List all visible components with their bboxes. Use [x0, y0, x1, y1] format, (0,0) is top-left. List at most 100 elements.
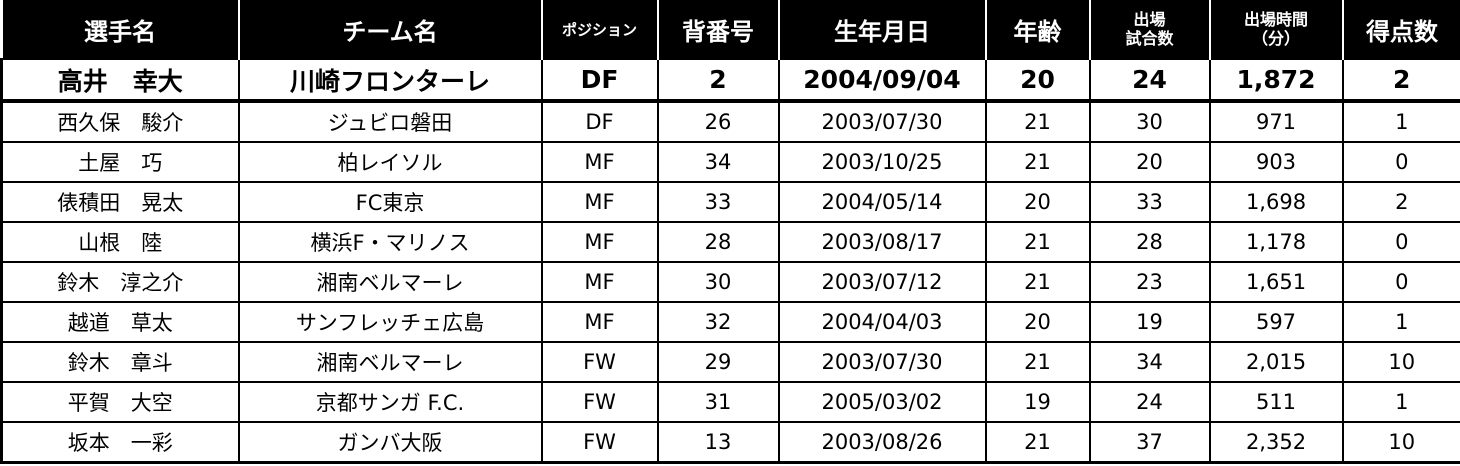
cell-shirt-number: 30	[656, 261, 780, 303]
cell-age: 20	[984, 301, 1091, 343]
cell-team-name: 柏レイソル	[237, 141, 543, 183]
column-header-minutes-played: 出場時間 （分）	[1208, 0, 1344, 59]
cell-team-name: ジュビロ磐田	[237, 100, 543, 143]
cell-minutes-played: 1,651	[1208, 261, 1344, 303]
table-row: 越道 草太 サンフレッチェ広島 MF 32 2004/04/03 20 19 597 1	[0, 301, 1460, 343]
cell-position: DF	[540, 100, 659, 143]
cell-shirt-number: 32	[656, 301, 780, 343]
cell-player-name: 越道 草太	[0, 301, 240, 343]
column-header-appearances: 出場 試合数	[1088, 0, 1211, 59]
cell-appearances: 30	[1088, 100, 1211, 143]
cell-goals: 10	[1341, 421, 1460, 464]
cell-shirt-number: 26	[656, 100, 780, 143]
table-row: 鈴木 淳之介 湘南ベルマーレ MF 30 2003/07/12 21 23 1,651 0	[0, 261, 1460, 303]
cell-minutes-played: 511	[1208, 381, 1344, 423]
cell-player-name: 土屋 巧	[0, 141, 240, 183]
table-row: 俵積田 晃太 FC東京 MF 33 2004/05/14 20 33 1,698 2	[0, 181, 1460, 223]
cell-appearances: 24	[1088, 58, 1211, 103]
cell-player-name: 西久保 駿介	[0, 100, 240, 143]
cell-age: 21	[984, 261, 1091, 303]
cell-minutes-played: 1,698	[1208, 181, 1344, 223]
cell-position: MF	[540, 181, 659, 223]
cell-birth-date: 2004/05/14	[777, 181, 987, 223]
table-row: 山根 陸横浜F・マリノス MF 28 2003/08/17 21 28 1,178 0	[0, 221, 1460, 263]
cell-goals: 1	[1341, 100, 1460, 143]
cell-birth-date: 2003/08/17	[777, 221, 987, 263]
cell-minutes-played: 903	[1208, 141, 1344, 183]
cell-team-name: 京都サンガ F.C.	[237, 381, 543, 423]
cell-appearances: 20	[1088, 141, 1211, 183]
cell-player-name: 俵積田 晃太	[0, 181, 240, 223]
cell-age: 21	[984, 221, 1091, 263]
cell-age: 21	[984, 341, 1091, 383]
cell-shirt-number: 31	[656, 381, 780, 423]
cell-shirt-number: 2	[656, 58, 780, 103]
cell-age: 19	[984, 381, 1091, 423]
cell-minutes-played: 597	[1208, 301, 1344, 343]
column-header-birth-date: 生年月日	[777, 0, 987, 59]
cell-team-name: 横浜F・マリノス	[237, 221, 543, 263]
table-row: 西久保 駿介 ジュビロ磐田 DF 26 2003/07/30 21 30 971 1	[0, 100, 1460, 143]
column-header-age: 年齢	[984, 0, 1091, 59]
cell-minutes-played: 1,872	[1208, 58, 1344, 103]
cell-goals: 2	[1341, 58, 1460, 103]
column-header-team-name: チーム名	[237, 0, 543, 59]
cell-age: 21	[984, 421, 1091, 464]
table-row: 高井 幸大 川崎フロンターレ DF 2 2004/09/04 20 24 1,872 2	[0, 58, 1460, 103]
cell-birth-date: 2003/07/12	[777, 261, 987, 303]
cell-birth-date: 2004/09/04	[777, 58, 987, 103]
cell-minutes-played: 1,178	[1208, 221, 1344, 263]
column-header-position: ポジション	[540, 0, 659, 59]
cell-birth-date: 2003/07/30	[777, 100, 987, 143]
cell-age: 20	[984, 181, 1091, 223]
cell-appearances: 23	[1088, 261, 1211, 303]
cell-team-name: ガンバ大阪	[237, 421, 543, 464]
cell-team-name: 湘南ベルマーレ	[237, 341, 543, 383]
cell-shirt-number: 13	[656, 421, 780, 464]
table-row: 坂本 一彩 ガンバ大阪 FW 13 2003/08/26 21 37 2,352 10	[0, 421, 1460, 464]
cell-position: MF	[540, 301, 659, 343]
cell-position: FW	[540, 381, 659, 423]
cell-birth-date: 2003/10/25	[777, 141, 987, 183]
cell-birth-date: 2003/08/26	[777, 421, 987, 464]
cell-shirt-number: 28	[656, 221, 780, 263]
cell-goals: 2	[1341, 181, 1460, 223]
column-header-shirt-number: 背番号	[656, 0, 780, 59]
cell-appearances: 34	[1088, 341, 1211, 383]
cell-position: FW	[540, 421, 659, 464]
cell-appearances: 37	[1088, 421, 1211, 464]
cell-position: FW	[540, 341, 659, 383]
cell-minutes-played: 2,015	[1208, 341, 1344, 383]
table-row: 土屋 巧柏レイソル MF 34 2003/10/25 21 20 903 0	[0, 141, 1460, 183]
column-header-goals: 得点数	[1341, 0, 1460, 59]
cell-goals: 1	[1341, 301, 1460, 343]
cell-player-name: 鈴木 章斗	[0, 341, 240, 383]
cell-age: 20	[984, 58, 1091, 103]
cell-minutes-played: 971	[1208, 100, 1344, 143]
cell-goals: 0	[1341, 141, 1460, 183]
cell-shirt-number: 33	[656, 181, 780, 223]
cell-team-name: 川崎フロンターレ	[237, 58, 543, 103]
cell-player-name: 平賀 大空	[0, 381, 240, 423]
table-row: 平賀 大空 京都サンガ F.C. FW 31 2005/03/02 19 24 511 1	[0, 381, 1460, 423]
table-body: 高井 幸大 川崎フロンターレ DF 2 2004/09/04 20 24 1,872 2 西久保 …	[0, 58, 1460, 464]
cell-player-name: 鈴木 淳之介	[0, 261, 240, 303]
cell-shirt-number: 34	[656, 141, 780, 183]
column-header-player-name: 選手名	[0, 0, 240, 59]
cell-goals: 10	[1341, 341, 1460, 383]
header-row: 選手名 チーム名 ポジション 背番号 生年月日 年齢 出場 試合数 出場時間 （分） 得点数	[0, 0, 1460, 59]
cell-goals: 0	[1341, 221, 1460, 263]
cell-age: 21	[984, 100, 1091, 143]
cell-position: MF	[540, 221, 659, 263]
cell-appearances: 24	[1088, 381, 1211, 423]
cell-appearances: 19	[1088, 301, 1211, 343]
cell-shirt-number: 29	[656, 341, 780, 383]
cell-appearances: 28	[1088, 221, 1211, 263]
cell-birth-date: 2004/04/03	[777, 301, 987, 343]
cell-player-name: 坂本 一彩	[0, 421, 240, 464]
cell-player-name: 山根 陸	[0, 221, 240, 263]
cell-minutes-played: 2,352	[1208, 421, 1344, 464]
cell-team-name: サンフレッチェ広島	[237, 301, 543, 343]
cell-birth-date: 2005/03/02	[777, 381, 987, 423]
